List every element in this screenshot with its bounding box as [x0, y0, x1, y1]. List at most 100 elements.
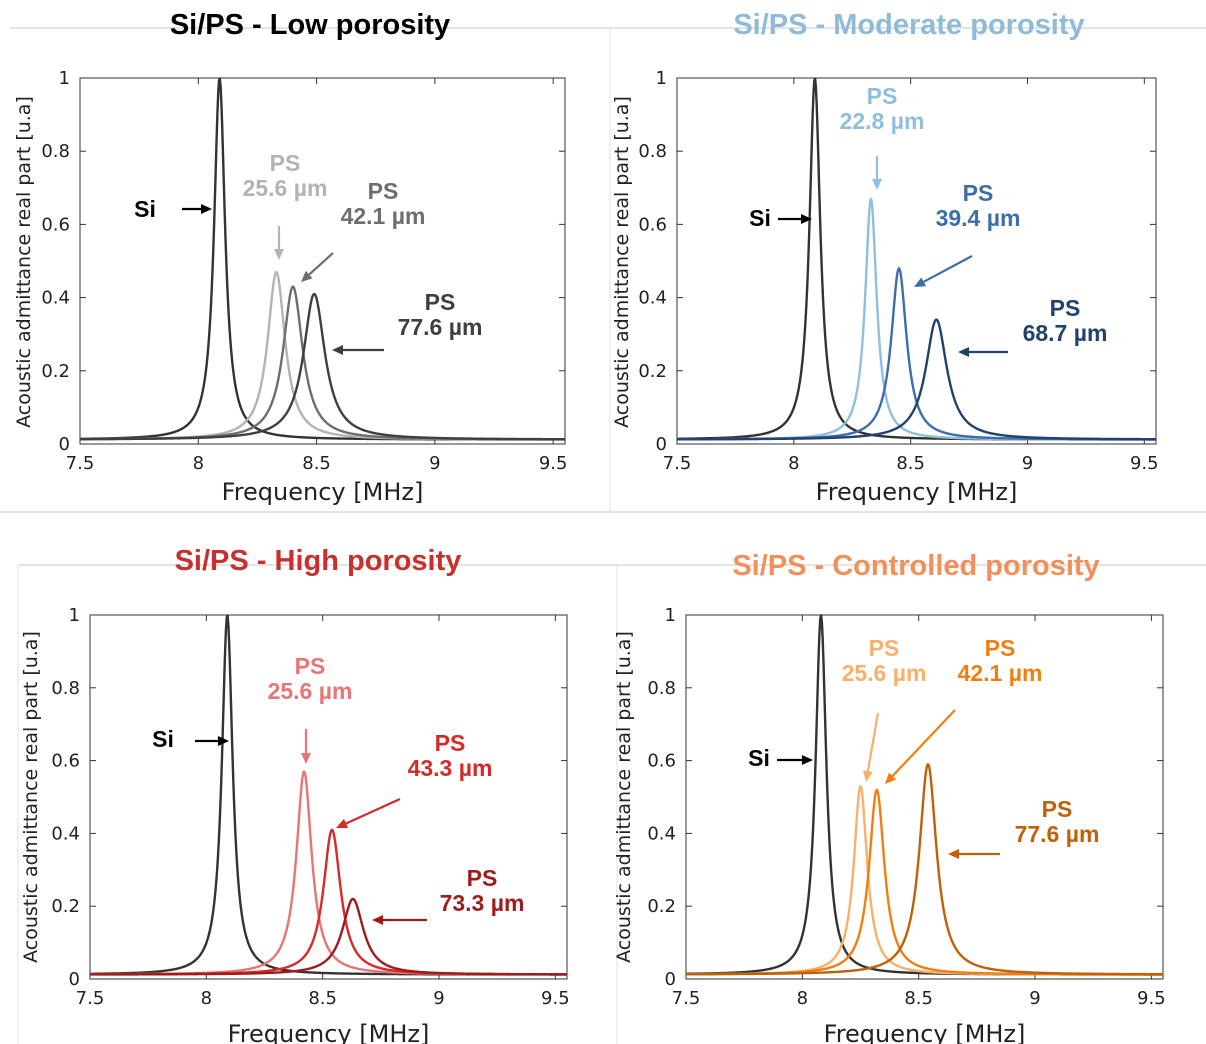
y-tick-label: 0 — [656, 434, 667, 455]
annotation-label: 25.6 µm — [842, 660, 927, 686]
series-line — [80, 292, 565, 441]
x-tick-label: 7.5 — [672, 988, 701, 1009]
y-tick-label: 0.6 — [41, 214, 70, 235]
annotation-label: 25.6 µm — [268, 678, 353, 704]
annotation-label: PS — [295, 653, 326, 679]
annotation-label: Si — [152, 726, 174, 752]
chart-panel: Si/PS - Controlled porosity 7.5 8 8.5 9 9.5 0 0… — [613, 550, 1166, 1044]
arrow-head — [218, 736, 229, 746]
annotation-label: Si — [749, 205, 771, 231]
annotation-label: PS — [963, 180, 994, 206]
plot-area — [676, 77, 1157, 445]
y-tick-label: 1 — [59, 68, 70, 89]
annotation-label: 73.3 µm — [440, 890, 525, 916]
annotation-label: PS — [1042, 796, 1073, 822]
annotation-label: PS — [435, 730, 466, 756]
y-tick-label: 1 — [665, 605, 676, 626]
x-tick-label: 9 — [1022, 453, 1033, 474]
y-tick-label: 0 — [665, 969, 676, 990]
series-line — [677, 318, 1156, 441]
y-tick-label: 0.8 — [638, 141, 667, 162]
y-tick-label: 0 — [69, 969, 80, 990]
y-tick-label: 0.6 — [51, 751, 80, 772]
x-tick-label: 9.5 — [539, 453, 568, 474]
y-tick-label: 0.8 — [647, 678, 676, 699]
x-axis-label: Frequency [MHz] — [824, 1020, 1026, 1044]
y-tick-label: 0.8 — [41, 141, 70, 162]
arrow-line — [345, 797, 401, 825]
annotation-label: 68.7 µm — [1023, 320, 1108, 346]
chart-panel: Si/PS - Moderate porosity 7.5 8 8.5 9 9.5 0 0.2… — [611, 9, 1159, 506]
arrow-head — [872, 179, 882, 190]
y-tick-label: 0.6 — [647, 751, 676, 772]
annotation-label: Si — [134, 196, 156, 222]
x-tick-label: 9 — [1029, 988, 1040, 1009]
annotation-label: 22.8 µm — [840, 108, 925, 134]
annotation-label: PS — [869, 635, 900, 661]
plot-area — [79, 77, 566, 445]
x-tick-label: 8.5 — [904, 988, 933, 1009]
arrow-head — [301, 270, 313, 282]
series-line — [686, 785, 1163, 976]
x-tick-label: 8.5 — [308, 988, 337, 1009]
annotation-label: 42.1 µm — [341, 203, 426, 229]
y-tick-label: 0.2 — [51, 896, 80, 917]
annotation-label: PS — [1050, 295, 1081, 321]
y-tick-label: 0.6 — [638, 214, 667, 235]
y-tick-label: 0.4 — [647, 823, 676, 844]
x-tick-label: 9.5 — [1137, 988, 1166, 1009]
x-axis-label: Frequency [MHz] — [816, 478, 1018, 506]
arrow-head — [201, 204, 212, 214]
y-tick-label: 0.2 — [638, 361, 667, 382]
x-axis-label: Frequency [MHz] — [228, 1020, 430, 1044]
arrow-head — [372, 915, 383, 925]
series-line — [80, 285, 565, 441]
arrow-head — [802, 755, 813, 765]
chart-title: Si/PS - Controlled porosity — [732, 550, 1099, 582]
annotation-label: PS — [368, 178, 399, 204]
x-axis-label: Frequency [MHz] — [222, 478, 424, 506]
series-line — [686, 763, 1163, 976]
series-line — [686, 788, 1163, 976]
arrow-head — [862, 770, 873, 782]
annotation-label: 25.6 µm — [243, 175, 328, 201]
series-line — [677, 267, 1156, 441]
y-axis-label: Acoustic admittance real part [u.a] — [20, 631, 42, 963]
series-line — [80, 270, 565, 441]
x-tick-label: 8.5 — [302, 453, 331, 474]
x-tick-label: 7.5 — [663, 453, 692, 474]
arrow-head — [958, 347, 969, 357]
annotation-label: 43.3 µm — [408, 755, 493, 781]
annotation-label: PS — [425, 289, 456, 315]
y-axis-label: Acoustic admittance real part [u.a] — [611, 96, 633, 428]
annotation-label: 77.6 µm — [398, 314, 483, 340]
annotation-label: PS — [867, 83, 898, 109]
annotation-label: PS — [985, 635, 1016, 661]
y-axis-label: Acoustic admittance real part [u.a] — [13, 96, 35, 428]
y-tick-label: 0.2 — [41, 361, 70, 382]
arrow-head — [336, 818, 349, 829]
y-tick-label: 1 — [69, 605, 80, 626]
x-tick-label: 9.5 — [1130, 453, 1159, 474]
chart-panel: Si/PS - High porosity 7.5 8 8.5 9 9.5 0 0.2 0.4 0… — [20, 545, 570, 1044]
annotation: Si — [748, 745, 813, 771]
annotation: Si — [749, 205, 812, 231]
annotation: Si — [152, 726, 229, 752]
y-tick-label: 0.4 — [51, 823, 80, 844]
plot-area — [685, 614, 1164, 980]
x-tick-label: 8 — [193, 453, 204, 474]
y-tick-label: 0.4 — [41, 288, 70, 309]
annotation-label: 39.4 µm — [936, 205, 1021, 231]
annotation-label: PS — [270, 150, 301, 176]
y-axis-label: Acoustic admittance real part [u.a] — [613, 631, 635, 963]
x-tick-label: 7.5 — [66, 453, 95, 474]
